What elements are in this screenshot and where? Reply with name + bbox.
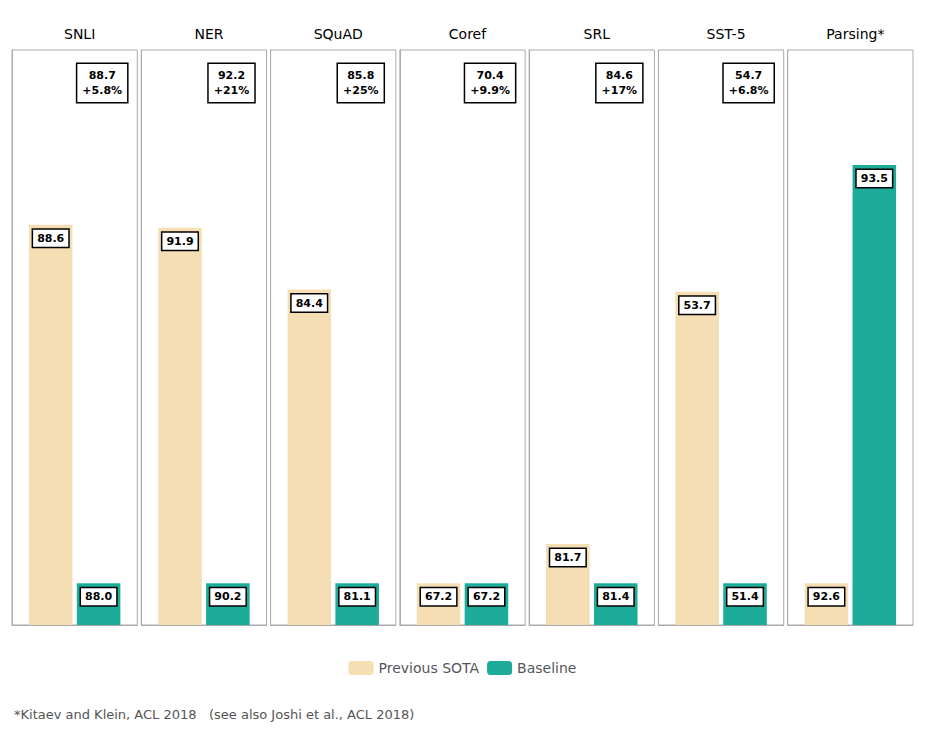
svg-text:SST-5: SST-5 <box>707 26 746 42</box>
svg-text:51.4: 51.4 <box>731 590 758 603</box>
svg-text:Coref: Coref <box>449 26 487 42</box>
svg-text:84.6: 84.6 <box>606 69 633 82</box>
svg-text:+21%: +21% <box>214 84 250 97</box>
svg-text:SQuAD: SQuAD <box>314 26 363 42</box>
svg-text:SRL: SRL <box>584 26 611 42</box>
svg-text:67.2: 67.2 <box>473 590 500 603</box>
svg-text:85.8: 85.8 <box>347 69 374 82</box>
svg-text:Previous SOTA: Previous SOTA <box>379 660 480 676</box>
svg-text:88.6: 88.6 <box>37 232 64 245</box>
svg-text:81.4: 81.4 <box>602 590 629 603</box>
svg-text:NER: NER <box>194 26 223 42</box>
svg-text:+9.9%: +9.9% <box>470 84 510 97</box>
svg-text:+6.8%: +6.8% <box>729 84 769 97</box>
svg-text:93.5: 93.5 <box>861 172 888 185</box>
svg-text:Parsing*: Parsing* <box>826 26 884 42</box>
svg-text:88.0: 88.0 <box>85 590 112 603</box>
svg-text:53.7: 53.7 <box>684 299 711 312</box>
svg-text:92.6: 92.6 <box>813 590 840 603</box>
svg-text:70.4: 70.4 <box>476 69 503 82</box>
svg-text:81.7: 81.7 <box>554 551 581 564</box>
svg-text:+17%: +17% <box>602 84 638 97</box>
svg-text:91.9: 91.9 <box>166 235 193 248</box>
svg-text:67.2: 67.2 <box>425 590 452 603</box>
svg-text:90.2: 90.2 <box>214 590 241 603</box>
svg-text:81.1: 81.1 <box>344 590 371 603</box>
svg-text:*Kitaev and Klein, ACL 2018: *Kitaev and Klein, ACL 2018 (see also Jo… <box>14 707 414 722</box>
svg-text:SNLI: SNLI <box>64 26 95 42</box>
svg-text:84.4: 84.4 <box>296 297 323 310</box>
svg-text:+25%: +25% <box>343 84 379 97</box>
svg-text:54.7: 54.7 <box>735 69 762 82</box>
svg-text:+5.8%: +5.8% <box>82 84 122 97</box>
svg-text:88.7: 88.7 <box>89 69 116 82</box>
svg-text:92.2: 92.2 <box>218 69 245 82</box>
svg-text:Baseline: Baseline <box>517 660 576 676</box>
